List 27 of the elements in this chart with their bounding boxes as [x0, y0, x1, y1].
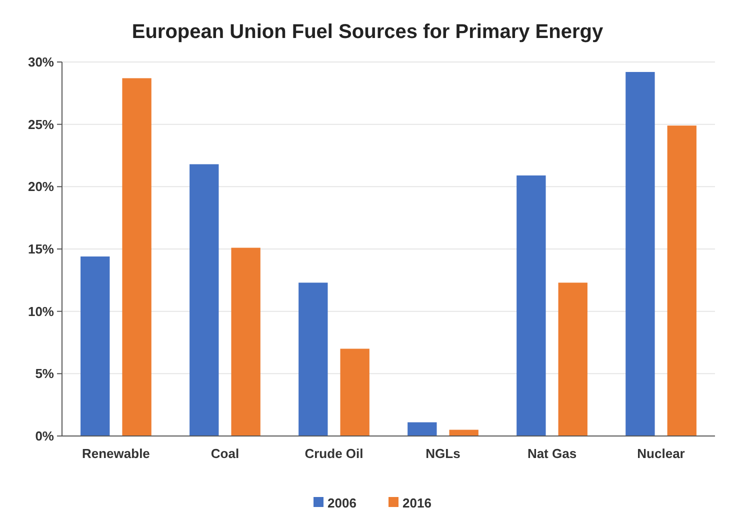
- bar: [190, 164, 219, 436]
- bar: [667, 126, 696, 436]
- legend-label: 2006: [328, 496, 356, 511]
- bar: [408, 422, 437, 436]
- bar: [626, 72, 655, 436]
- x-tick-label: Renewable: [82, 446, 150, 461]
- bar: [80, 256, 110, 436]
- x-tick-label: NGLs: [426, 446, 460, 461]
- x-tick-label: Nat Gas: [527, 446, 577, 461]
- bar: [298, 282, 328, 436]
- chart-title: European Union Fuel Sources for Primary Energy: [132, 21, 604, 43]
- x-tick-label: Coal: [210, 446, 240, 461]
- y-tick-label: 5%: [35, 366, 54, 382]
- bar: [558, 282, 588, 436]
- bar: [340, 348, 370, 436]
- y-tick-label: 15%: [28, 242, 54, 257]
- bar: [516, 175, 546, 436]
- y-tick-label: 25%: [28, 116, 54, 132]
- x-tick-label: Crude Oil: [304, 446, 364, 461]
- bar: [231, 248, 260, 436]
- legend-label: 2016: [402, 496, 432, 511]
- y-tick-label: 10%: [28, 304, 54, 319]
- y-tick-label: 20%: [28, 179, 54, 194]
- y-tick-label: 30%: [28, 54, 54, 70]
- x-tick-label: Nuclear: [637, 446, 685, 461]
- y-tick-label: 0%: [35, 428, 54, 444]
- bar: [122, 78, 152, 436]
